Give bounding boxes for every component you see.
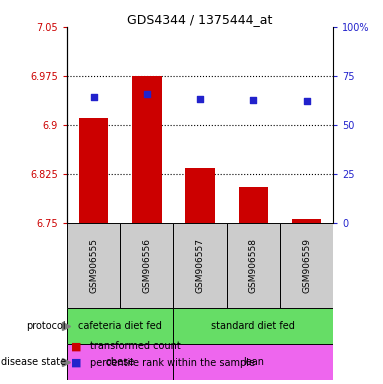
Text: lean: lean xyxy=(243,357,264,367)
Bar xyxy=(120,223,173,308)
Text: transformed count: transformed count xyxy=(90,341,181,351)
Point xyxy=(91,94,97,100)
Text: obese: obese xyxy=(106,357,135,367)
Text: cafeteria diet fed: cafeteria diet fed xyxy=(79,321,162,331)
Bar xyxy=(239,187,268,223)
Text: percentile rank within the sample: percentile rank within the sample xyxy=(90,358,255,368)
Bar xyxy=(292,218,321,223)
Bar xyxy=(173,344,333,380)
Text: standard diet fed: standard diet fed xyxy=(211,321,295,331)
Bar xyxy=(67,223,120,308)
Text: GSM906555: GSM906555 xyxy=(89,238,98,293)
Bar xyxy=(227,223,280,308)
Text: protocol: protocol xyxy=(26,321,66,331)
Bar xyxy=(173,223,227,308)
Title: GDS4344 / 1375444_at: GDS4344 / 1375444_at xyxy=(128,13,273,26)
Bar xyxy=(173,308,333,344)
Text: ■: ■ xyxy=(71,341,81,351)
Point xyxy=(304,98,310,104)
Point xyxy=(144,91,150,97)
Text: GSM906559: GSM906559 xyxy=(302,238,311,293)
Bar xyxy=(67,308,173,344)
Point xyxy=(250,97,257,103)
Text: GSM906556: GSM906556 xyxy=(142,238,151,293)
Text: disease state: disease state xyxy=(1,357,66,367)
Bar xyxy=(185,167,215,223)
Bar xyxy=(79,119,108,223)
Bar xyxy=(280,223,333,308)
Point xyxy=(197,96,203,102)
Text: ■: ■ xyxy=(71,358,81,368)
Bar xyxy=(132,76,162,223)
Bar xyxy=(67,344,173,380)
Text: GSM906558: GSM906558 xyxy=(249,238,258,293)
Text: GSM906557: GSM906557 xyxy=(196,238,205,293)
